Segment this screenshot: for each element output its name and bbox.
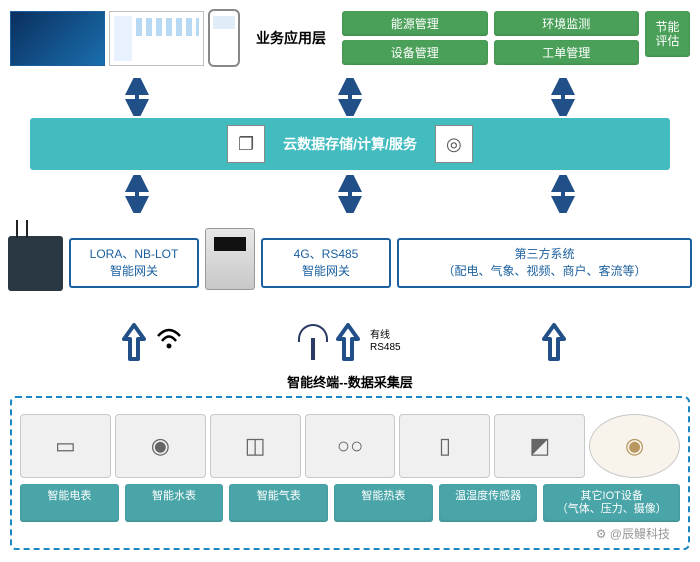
label-electric-meter: 智能电表 <box>20 484 119 522</box>
gateway-lora: LORA、NB-LOT 智能网关 <box>69 238 199 288</box>
iot-device-icon <box>494 414 585 478</box>
screenshot-dashboard-light <box>109 11 204 66</box>
app-screenshots <box>10 9 240 67</box>
label-temp-humidity: 温湿度传感器 <box>439 484 538 522</box>
arrows-cloud-to-gateway <box>30 175 670 213</box>
antenna-icon <box>300 324 326 360</box>
btn-workorder-mgmt[interactable]: 工单管理 <box>494 40 640 65</box>
gas-meter-icon <box>210 414 301 478</box>
cloud-layer: 云数据存储/计算/服务 <box>30 118 670 170</box>
wired-rs485-label: 有线 RS485 <box>370 330 401 354</box>
btn-energy-assess[interactable]: 节能 评估 <box>645 11 690 57</box>
storage-icon <box>435 125 473 163</box>
application-layer: 业务应用层 能源管理 环境监测 设备管理 工单管理 节能 评估 <box>10 8 690 68</box>
heat-meter-icon <box>305 414 396 478</box>
terminal-layer-title: 智能终端--数据采集层 <box>0 372 700 391</box>
label-heat-meter: 智能热表 <box>334 484 433 522</box>
router-device-icon <box>8 236 63 291</box>
cloud-layer-label: 云数据存储/计算/服务 <box>283 134 417 154</box>
up-arrow-icon <box>540 322 568 362</box>
gateway-layer: LORA、NB-LOT 智能网关 4G、RS485 智能网关 第三方系统 （配电… <box>8 218 692 318</box>
label-other-iot: 其它IOT设备 （气体、压力、摄像） <box>543 484 680 522</box>
btn-device-mgmt[interactable]: 设备管理 <box>342 40 488 65</box>
btn-env-monitor[interactable]: 环境监测 <box>494 11 640 36</box>
electric-meter-icon <box>20 414 111 478</box>
label-gas-meter: 智能气表 <box>229 484 328 522</box>
temp-humidity-sensor-icon <box>399 414 490 478</box>
server-icon <box>227 125 265 163</box>
gateway-4g: 4G、RS485 智能网关 <box>261 238 391 288</box>
wifi-icon <box>156 328 182 356</box>
smoke-detector-icon <box>589 414 680 478</box>
up-arrow-icon <box>334 322 362 362</box>
arrows-app-to-cloud <box>30 78 670 116</box>
terminal-layer: 智能电表 智能水表 智能气表 智能热表 温湿度传感器 其它IOT设备 （气体、压… <box>10 396 690 550</box>
up-arrow-icon <box>120 322 148 362</box>
screenshot-mobile <box>208 9 240 67</box>
water-meter-icon <box>115 414 206 478</box>
label-water-meter: 智能水表 <box>125 484 224 522</box>
btn-energy-mgmt[interactable]: 能源管理 <box>342 11 488 36</box>
third-party-systems: 第三方系统 （配电、气象、视频、商户、客流等） <box>397 238 692 288</box>
arrows-gateway-to-terminal: 有线 RS485 <box>30 322 670 364</box>
screenshot-dashboard-dark <box>10 11 105 66</box>
gateway-meter-icon <box>205 228 255 290</box>
application-layer-title: 业务应用层 <box>256 28 326 48</box>
